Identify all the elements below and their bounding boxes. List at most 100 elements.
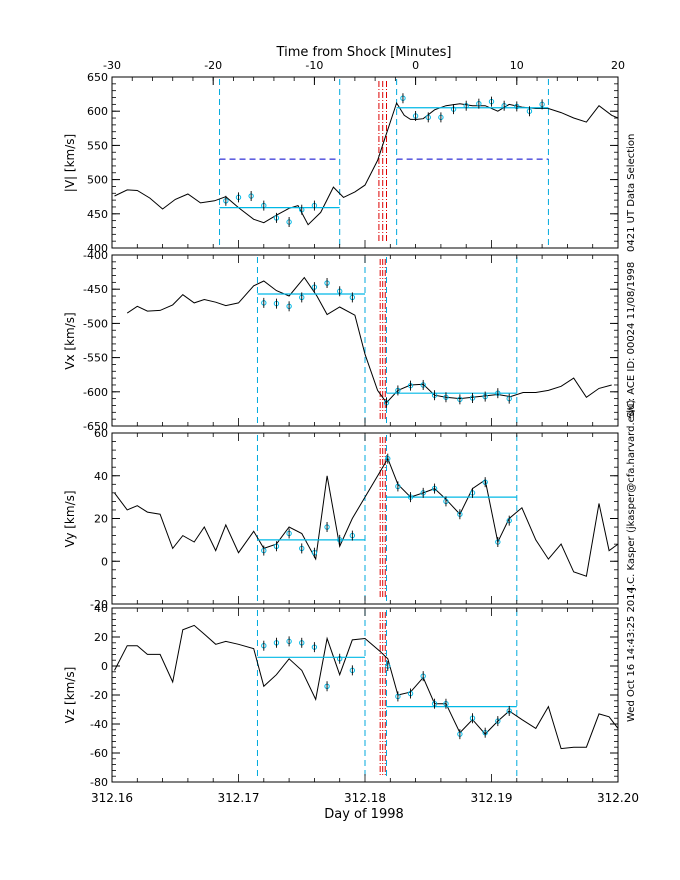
data-point (431, 390, 438, 401)
y-tick-label: 450 (87, 208, 108, 221)
top-axis-title: Time from Shock [Minutes] (276, 45, 452, 60)
y-tick-label: -500 (83, 317, 108, 330)
data-point (431, 483, 438, 494)
data-point (457, 729, 463, 740)
top-tick-label: -10 (305, 59, 323, 72)
data-point (311, 642, 318, 653)
series-line (114, 457, 619, 577)
panel-3: -80 -60 -40 -20 0 20 40 Vz [km/s] (63, 602, 619, 789)
y-tick-label: 550 (87, 139, 108, 152)
data-point (407, 688, 414, 699)
data-point (248, 191, 254, 202)
top-tick-label: 10 (510, 59, 524, 72)
data-point (299, 637, 305, 648)
data-point (349, 665, 356, 676)
data-point (337, 286, 343, 297)
data-point (337, 534, 343, 545)
y-tick-label: -60 (90, 747, 108, 760)
data-point (420, 671, 426, 682)
data-point (324, 681, 330, 692)
data-point (412, 110, 419, 121)
data-point (420, 379, 426, 390)
data-point (495, 388, 501, 399)
data-point (286, 528, 292, 539)
y-tick-label: -650 (83, 420, 108, 433)
data-point (438, 112, 444, 123)
data-point (261, 297, 267, 308)
y-tick-label: -550 (83, 352, 108, 365)
y-tick-label: -20 (90, 689, 108, 702)
data-point (223, 195, 229, 206)
data-point (286, 301, 292, 312)
data-point (457, 394, 463, 405)
x-tick-label: 312.20 (597, 791, 639, 805)
data-point (311, 282, 318, 293)
y-tick-label: 60 (94, 427, 108, 440)
panel-2: -20 0 20 40 60 Vy [km/s] (63, 427, 619, 611)
data-point (469, 487, 476, 498)
data-point (506, 515, 512, 526)
y-tick-label: -40 (90, 718, 108, 731)
data-point (488, 96, 495, 107)
panel-1: -650 -600 -550 -500 -450 -400 Vx [km/s] (63, 249, 619, 433)
data-point (286, 636, 292, 647)
data-point (431, 698, 438, 709)
y-tick-label: 40 (94, 602, 108, 615)
data-point (506, 705, 512, 716)
data-point (273, 298, 280, 309)
x-tick-label: 312.19 (471, 791, 513, 805)
bottom-axis: 312.16 312.17 312.18 312.19 312.20 (91, 791, 639, 805)
data-point (469, 392, 476, 403)
data-point (349, 530, 356, 541)
series-line (114, 101, 619, 226)
y-tick-label: 600 (87, 105, 108, 118)
panel-0: 400 450 500 550 600 650 |V| [km/s] (63, 71, 619, 255)
y-tick-label: -80 (90, 776, 108, 789)
data-point (407, 492, 414, 503)
data-point (506, 393, 512, 404)
data-point (337, 653, 343, 664)
data-point (311, 200, 318, 211)
data-point (273, 541, 280, 552)
data-point (514, 101, 520, 112)
data-point (299, 204, 305, 215)
data-point (273, 212, 280, 223)
data-point (299, 292, 305, 303)
data-point (400, 93, 406, 104)
data-point (495, 537, 501, 548)
data-point (261, 545, 267, 556)
top-tick-label: -20 (204, 59, 222, 72)
data-point (324, 522, 330, 533)
data-point (539, 99, 545, 110)
y-tick-label: 0 (101, 660, 108, 673)
data-point (526, 106, 533, 117)
data-point (385, 661, 391, 671)
data-point (311, 547, 318, 558)
y-tick-label: 0 (101, 555, 108, 568)
data-point (443, 698, 449, 709)
data-point (395, 481, 401, 492)
data-point (235, 192, 242, 203)
data-point (482, 391, 488, 402)
y-tick-label: 20 (94, 513, 108, 526)
data-point (476, 98, 482, 109)
data-point (425, 112, 431, 123)
data-point (443, 392, 449, 403)
data-point (495, 716, 501, 727)
top-tick-label: 0 (412, 59, 419, 72)
data-point (482, 477, 488, 488)
y-tick-label: 20 (94, 631, 108, 644)
y-axis-title: Vz [km/s] (63, 667, 77, 724)
top-axis: -30 -20 -10 0 10 20 (103, 59, 625, 85)
y-tick-label: -600 (83, 386, 108, 399)
side-label-author: J.C. Kasper (jkasper@cfa.harvard.edu) (626, 400, 637, 591)
y-axis-title: Vy [km/s] (63, 490, 77, 547)
data-point (463, 100, 469, 111)
side-annotations: 0421 UT Data Selection S/C: ACE ID: 0002… (626, 134, 637, 722)
data-point (450, 104, 457, 115)
side-label-selection: 0421 UT Data Selection (626, 134, 637, 252)
data-point (395, 691, 401, 702)
x-tick-label: 312.17 (218, 791, 260, 805)
data-point (273, 637, 280, 648)
data-point (385, 453, 391, 464)
